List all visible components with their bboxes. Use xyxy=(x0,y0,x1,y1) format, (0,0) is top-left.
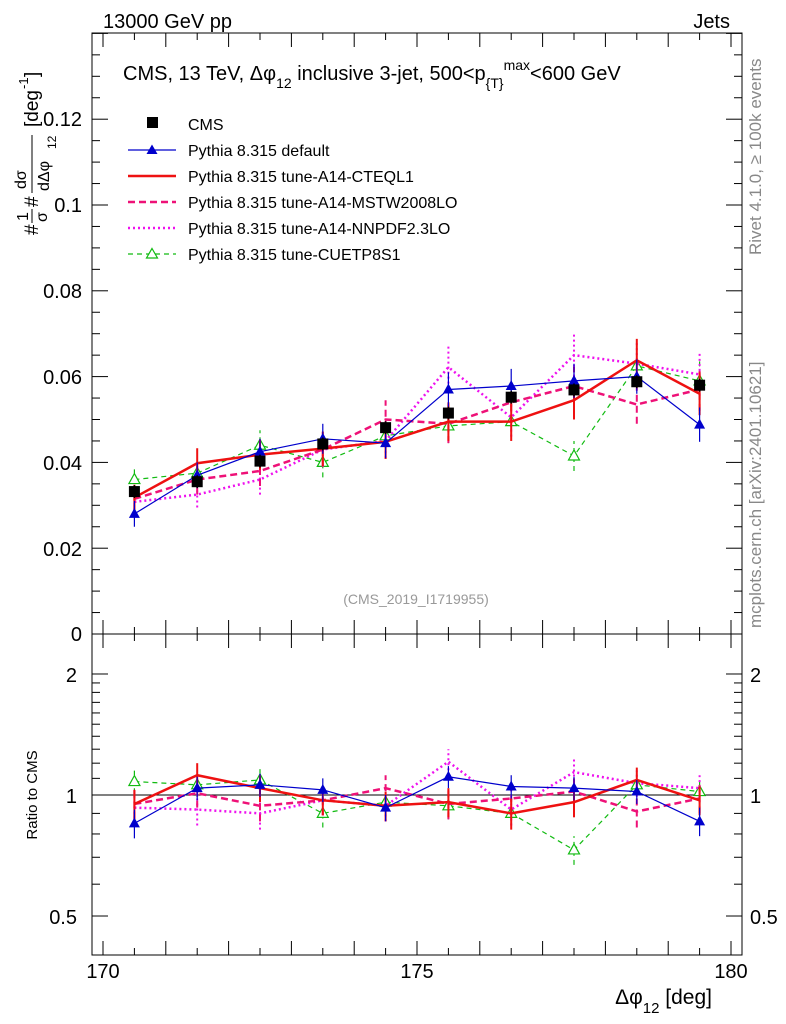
svg-text:1: 1 xyxy=(15,212,32,221)
ratio-cuetp-marker xyxy=(127,774,141,787)
legend-label-nnpdf: Pythia 8.315 tune-A14-NNPDF2.3LO xyxy=(188,221,450,238)
ratio-y-tick-label-right-0.5: 0.5 xyxy=(750,907,778,929)
legend-entry-cteql1: Pythia 8.315 tune-A14-CTEQL1 xyxy=(128,169,414,186)
legend-marker-cms xyxy=(147,117,158,128)
ratio-y-tick-label-left-2: 2 xyxy=(66,665,77,687)
main-cuetp-marker xyxy=(127,472,141,485)
main-y-tick-label-2: 0.04 xyxy=(43,453,82,475)
legend-marker-default xyxy=(146,144,158,154)
ratio-default-line xyxy=(134,776,700,824)
legend-entry-cuetp: Pythia 8.315 tune-CUETP8S1 xyxy=(128,247,401,264)
legend-marker-cuetp xyxy=(145,247,159,259)
legend-label-mstw: Pythia 8.315 tune-A14-MSTW2008LO xyxy=(188,195,457,212)
svg-text:[deg: [deg xyxy=(22,90,43,127)
ratio-series xyxy=(127,749,707,865)
ratio-cuetp-marker xyxy=(567,842,581,855)
main-cteql1-line xyxy=(133,358,701,499)
ratio-default-marker xyxy=(317,783,329,794)
main-cms-marker xyxy=(317,438,329,450)
main-title: CMS, 13 TeV, Δφ12 inclusive 3-jet, 500<p… xyxy=(123,57,621,91)
main-default-marker xyxy=(380,437,392,448)
legend-entry-mstw: Pythia 8.315 tune-A14-MSTW2008LO xyxy=(128,195,457,212)
main-default-marker xyxy=(568,374,580,385)
main-cms-marker xyxy=(568,384,580,396)
legend-entry-cms: CMS xyxy=(147,117,224,134)
main-series xyxy=(127,333,707,527)
ratio-nnpdf-line xyxy=(134,760,700,815)
main-cms-marker xyxy=(254,455,266,467)
x-tick-label-175: 175 xyxy=(400,961,433,983)
main-cms-marker xyxy=(191,476,203,488)
ratio-default-marker xyxy=(254,778,266,789)
main-cuetp-marker xyxy=(567,448,581,461)
analysis-watermark: (CMS_2019_I1719955) xyxy=(343,591,489,607)
main-y-tick-label-1: 0.02 xyxy=(43,539,82,561)
svg-text:dΔφ: dΔφ xyxy=(36,161,53,191)
ratio-default-marker xyxy=(568,782,580,793)
main-default-marker xyxy=(254,445,266,456)
legend-entry-default: Pythia 8.315 default xyxy=(128,143,330,160)
main-default-marker xyxy=(694,418,706,429)
main-y-tick-label-5: 0.1 xyxy=(54,195,82,217)
header-left: 13000 GeV pp xyxy=(103,11,232,33)
main-y-axis-label: # 1 σ # dσ dΔφ 12 [deg -1 ] xyxy=(13,72,59,235)
ratio-y-tick-label-right-1: 1 xyxy=(750,786,761,808)
main-cms-marker xyxy=(128,486,140,498)
main-y-tick-label-6: 0.12 xyxy=(43,109,82,131)
header-right: Jets xyxy=(693,11,730,33)
svg-text:#: # xyxy=(22,196,43,207)
main-cuetp-line xyxy=(134,365,700,481)
legend-label-cteql1: Pythia 8.315 tune-A14-CTEQL1 xyxy=(188,169,414,186)
ratio-y-tick-label-left-1: 1 xyxy=(66,786,77,808)
svg-text:#: # xyxy=(22,224,43,235)
main-default-line xyxy=(134,375,700,515)
x-tick-label-180: 180 xyxy=(714,961,747,983)
svg-text:]: ] xyxy=(22,72,43,77)
legend: CMS Pythia 8.315 default Pythia 8.315 tu… xyxy=(128,117,457,264)
ratio-default-marker xyxy=(631,785,643,796)
svg-text:σ: σ xyxy=(34,212,51,222)
rivet-label: Rivet 4.1.0, ≥ 100k events xyxy=(746,59,765,255)
main-cms-marker xyxy=(380,422,392,434)
main-y-tick-label-3: 0.06 xyxy=(43,367,82,389)
ratio-default-marker xyxy=(442,770,454,781)
main-y-tick-label-0: 0 xyxy=(71,624,82,646)
legend-entry-nnpdf: Pythia 8.315 tune-A14-NNPDF2.3LO xyxy=(128,221,450,238)
legend-label-cuetp: Pythia 8.315 tune-CUETP8S1 xyxy=(188,247,401,264)
legend-label-cms: CMS xyxy=(188,117,224,134)
ratio-y-tick-label-left-0.5: 0.5 xyxy=(49,907,77,929)
mcplots-label: mcplots.cern.ch [arXiv:2401.10621] xyxy=(746,362,765,628)
ratio-default-marker xyxy=(694,815,706,826)
svg-text:-1: -1 xyxy=(16,77,31,89)
legend-label-default: Pythia 8.315 default xyxy=(188,143,330,160)
main-cms-marker xyxy=(442,407,454,419)
svg-text:dσ: dσ xyxy=(13,170,30,189)
ratio-y-axis-label: Ratio to CMS xyxy=(24,750,41,839)
ratio-cteql1-line xyxy=(133,773,700,815)
main-default-marker xyxy=(128,507,140,518)
x-axis-label: Δφ12 [deg] xyxy=(615,986,712,1017)
ratio-default-marker xyxy=(191,782,203,793)
main-cms-marker xyxy=(505,391,517,403)
main-cms-marker xyxy=(631,376,643,388)
main-y-tick-label-4: 0.08 xyxy=(43,281,82,303)
ratio-mstw-line xyxy=(134,786,700,813)
ratio-default-marker xyxy=(380,801,392,812)
ratio-y-tick-label-right-2: 2 xyxy=(750,665,761,687)
svg-text:12: 12 xyxy=(45,135,59,149)
main-nnpdf-line xyxy=(134,353,700,504)
main-default-marker xyxy=(442,383,454,394)
main-cms-marker xyxy=(694,379,706,391)
main-default-marker xyxy=(505,380,517,391)
ratio-default-marker xyxy=(505,780,517,791)
ratio-default-marker xyxy=(128,817,140,828)
x-tick-label-170: 170 xyxy=(86,961,119,983)
